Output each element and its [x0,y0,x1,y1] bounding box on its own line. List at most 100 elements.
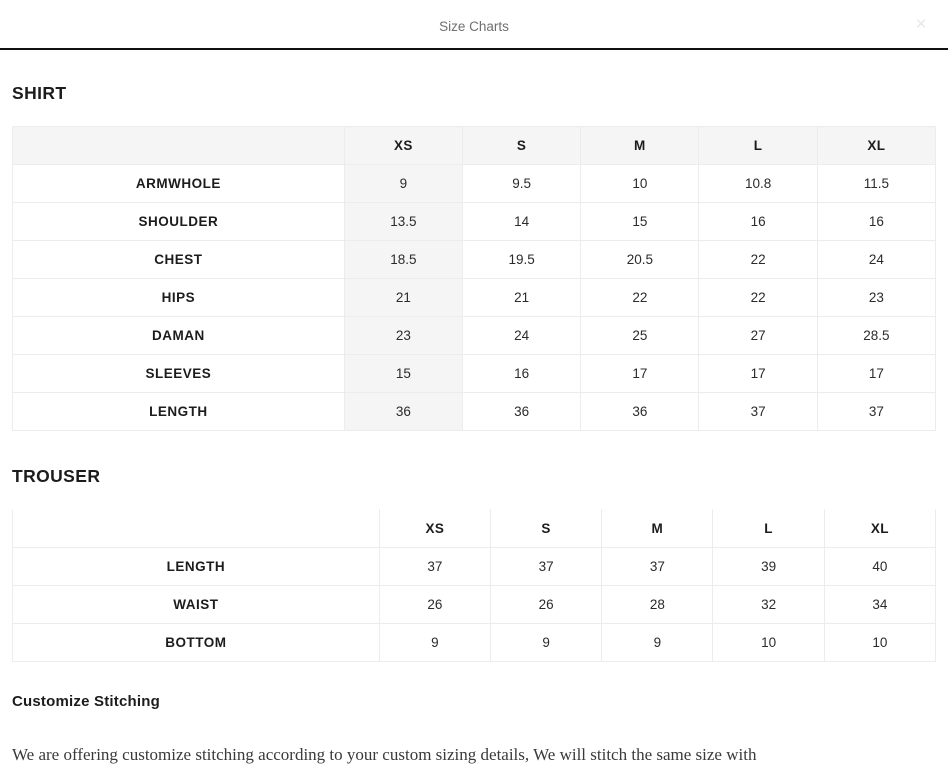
table-row: SLEEVES 15 16 17 17 17 [12,354,937,393]
trouser-table-header: XS S M L XL [12,509,937,548]
cell-value: 18.5 [343,240,463,279]
shirt-col-head-l: L [698,126,818,165]
cell-value: 10 [712,623,825,662]
header-divider [0,48,948,50]
trouser-size-table: XS S M L XL LENGTH 37 37 37 39 40 WAIST [12,509,937,662]
cell-value: 22 [580,278,700,317]
cell-value: 16 [461,354,582,393]
trouser-col-head-s: S [490,509,603,548]
row-label: CHEST [12,240,345,279]
cell-value: 39 [712,547,825,586]
shirt-col-head-m: M [580,126,700,165]
shirt-col-head-xl: XL [816,126,937,165]
cell-value: 24 [816,240,937,279]
customize-stitching-paragraph: We are offering customize stitching acco… [12,745,757,764]
section-title-trouser: TROUSER [12,466,101,486]
shirt-col-head-xs: XS [343,126,463,165]
table-row: HIPS 21 21 22 22 23 [12,278,937,317]
close-icon[interactable]: × [915,14,927,35]
trouser-col-head-xl: XL [823,509,937,548]
cell-value: 21 [343,278,463,317]
cell-value: 21 [461,278,582,317]
row-label: HIPS [12,278,345,317]
cell-value: 20.5 [580,240,700,279]
cell-value: 9 [490,623,603,662]
row-label: ARMWHOLE [12,164,345,203]
cell-value: 36 [343,392,463,431]
cell-value: 10.8 [698,164,818,203]
cell-value: 17 [698,354,818,393]
cell-value: 27 [698,316,818,355]
section-title-shirt: SHIRT [12,83,67,103]
shirt-table-body: ARMWHOLE 9 9.5 10 10.8 11.5 SHOULDER 13.… [12,164,937,431]
cell-value: 9.5 [461,164,582,203]
cell-value: 37 [698,392,818,431]
trouser-col-head-blank [12,509,380,548]
table-row: BOTTOM 9 9 9 10 10 [12,623,937,662]
cell-value: 22 [698,278,818,317]
trouser-col-head-m: M [601,509,714,548]
cell-value: 16 [698,202,818,241]
cell-value: 10 [580,164,700,203]
row-label: LENGTH [12,547,380,586]
modal-subtitle: Size Charts [439,19,509,34]
cell-value: 19.5 [461,240,582,279]
cell-value: 16 [816,202,937,241]
shirt-col-head-blank [12,126,345,165]
cell-value: 23 [343,316,463,355]
cell-value: 15 [580,202,700,241]
row-label: SHOULDER [12,202,345,241]
cell-value: 32 [712,585,825,624]
cell-value: 37 [816,392,937,431]
page-title: Ebony Black [0,0,948,4]
cell-value: 9 [601,623,714,662]
table-header-row: XS S M L XL [12,509,937,548]
cell-value: 36 [461,392,582,431]
cell-value: 37 [601,547,714,586]
cell-value: 17 [816,354,937,393]
row-label: LENGTH [12,392,345,431]
customize-stitching-title: Customize Stitching [12,693,160,710]
cell-value: 24 [461,316,582,355]
table-row: SHOULDER 13.5 14 15 16 16 [12,202,937,241]
table-row: WAIST 26 26 28 32 34 [12,585,937,624]
row-label: WAIST [12,585,380,624]
cell-value: 22 [698,240,818,279]
cell-value: 9 [378,623,492,662]
cell-value: 40 [823,547,937,586]
cell-value: 25 [580,316,700,355]
trouser-col-head-l: L [712,509,825,548]
cell-value: 13.5 [343,202,463,241]
cell-value: 37 [490,547,603,586]
row-label: BOTTOM [12,623,380,662]
trouser-col-head-xs: XS [378,509,492,548]
cell-value: 15 [343,354,463,393]
table-row: DAMAN 23 24 25 27 28.5 [12,316,937,355]
cell-value: 14 [461,202,582,241]
cell-value: 28.5 [816,316,937,355]
modal-body: SHIRT XS S M L XL [0,48,948,768]
cell-value: 37 [378,547,492,586]
table-row: CHEST 18.5 19.5 20.5 22 24 [12,240,937,279]
shirt-table-header: XS S M L XL [12,126,937,165]
cell-value: 9 [343,164,463,203]
cell-value: 17 [580,354,700,393]
cell-value: 36 [580,392,700,431]
cell-value: 11.5 [816,164,937,203]
cell-value: 10 [823,623,937,662]
cell-value: 28 [601,585,714,624]
cell-value: 26 [378,585,492,624]
table-row: LENGTH 36 36 36 37 37 [12,392,937,431]
cell-value: 26 [490,585,603,624]
cell-value: 34 [823,585,937,624]
table-row: ARMWHOLE 9 9.5 10 10.8 11.5 [12,164,937,203]
modal-header: Ebony Black Size Charts [0,0,948,48]
trouser-table-body: LENGTH 37 37 37 39 40 WAIST 26 26 28 32 … [12,547,937,662]
row-label: SLEEVES [12,354,345,393]
row-label: DAMAN [12,316,345,355]
table-header-row: XS S M L XL [12,126,937,165]
shirt-size-table: XS S M L XL ARMWHOLE 9 9.5 10 10.8 11.5 [12,126,937,431]
cell-value: 23 [816,278,937,317]
shirt-col-head-s: S [461,126,582,165]
